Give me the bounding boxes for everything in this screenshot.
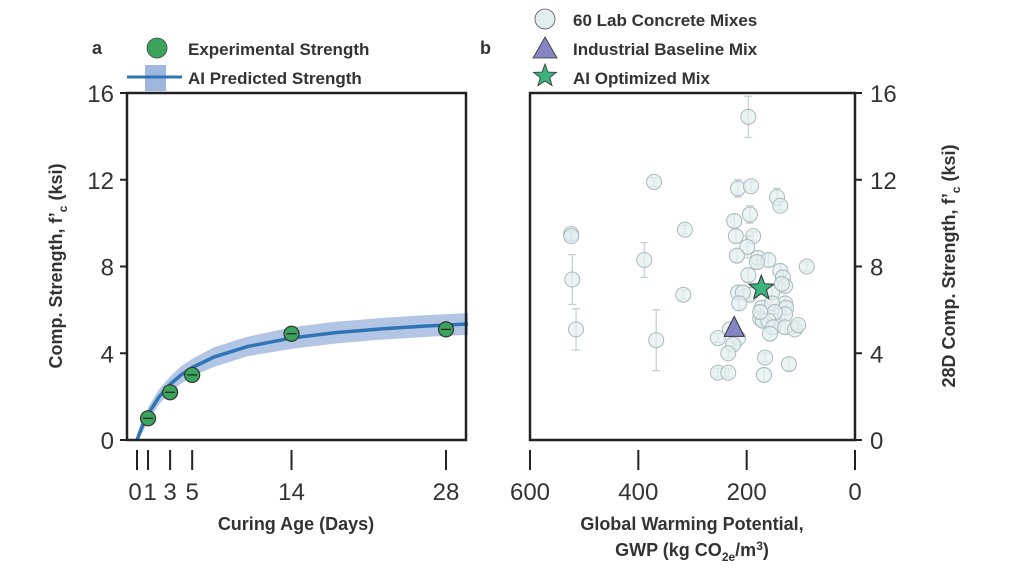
panel-b-plot: 0 4 8 12 16 600 400 200 0 — [510, 81, 897, 506]
lab-mix-point — [773, 275, 790, 292]
x-tick-label: 0 — [848, 479, 861, 506]
legend-lab: 60 Lab Concrete Mixes — [573, 11, 757, 30]
lab-mix-point — [731, 295, 748, 312]
legend-baseline-marker — [532, 36, 558, 59]
y-tick-label: 16 — [870, 81, 897, 108]
x-tick-label: 28 — [433, 479, 460, 506]
y-tick-label: 0 — [101, 428, 114, 455]
y-tick-label: 4 — [101, 341, 114, 368]
y-tick-label: 8 — [101, 255, 114, 282]
legend-lab-marker — [534, 8, 556, 30]
lab-mix-point — [646, 173, 663, 190]
lab-mix-point — [563, 228, 580, 245]
lab-mix-point — [720, 364, 737, 381]
ai-optimized-marker — [747, 273, 776, 300]
y-tick-label: 8 — [870, 255, 883, 282]
x-tick-label: 14 — [278, 479, 305, 506]
panel-a-frame — [125, 91, 468, 442]
lab-mix-point — [675, 286, 692, 303]
lab-mix-point — [798, 258, 815, 275]
lab-mix-point — [743, 178, 759, 195]
lab-mix-point — [720, 345, 737, 362]
legend-optimized-marker — [532, 62, 558, 87]
lab-mix-point — [772, 197, 789, 214]
y-tick-label: 12 — [87, 168, 114, 195]
lab-mix-point — [726, 212, 743, 229]
panel-b-ylabel: 28D Comp. Strength, f’c (ksi) — [939, 144, 963, 387]
legend-optimized: AI Optimized Mix — [573, 69, 711, 88]
lab-mix-point — [761, 325, 778, 342]
legend-predicted: AI Predicted Strength — [188, 69, 362, 88]
y-tick-label: 12 — [870, 168, 897, 195]
lab-mix-point — [748, 254, 765, 271]
industrial-baseline-marker — [723, 315, 746, 337]
panel-a-label: a — [92, 38, 103, 58]
legend-baseline: Industrial Baseline Mix — [573, 40, 758, 59]
y-tick-label: 0 — [870, 428, 883, 455]
panel-b-label: b — [480, 38, 491, 58]
lab-mix-point — [568, 321, 585, 338]
lab-mix-point — [740, 267, 757, 284]
y-tick-label: 16 — [87, 81, 114, 108]
legend-experimental: Experimental Strength — [188, 40, 369, 59]
x-tick-label: 400 — [618, 479, 658, 506]
lab-mix-point — [780, 356, 797, 373]
lab-mix-point — [741, 206, 758, 223]
x-tick-label: 600 — [510, 479, 550, 506]
lab-mix-point — [757, 349, 774, 366]
lab-mix-point — [728, 247, 745, 264]
lab-mix-point — [752, 304, 769, 321]
legend-experimental-marker — [146, 37, 168, 59]
panel-a-ylabel: Comp. Strength, f’c (ksi) — [46, 163, 70, 368]
lab-mix-point — [648, 332, 665, 349]
panel-b: b 60 Lab Concrete Mixes Industrial Basel… — [480, 8, 963, 564]
lab-mix-point — [790, 317, 807, 334]
lab-mix-point — [740, 108, 757, 125]
panel-a: a Experimental Strength AI Predicted Str… — [46, 37, 469, 534]
lab-mix-point — [730, 180, 746, 197]
lab-mix-point — [727, 228, 744, 245]
x-tick-label: 3 — [163, 479, 176, 506]
panel-b-xlabel-line2: GWP (kg CO2e/m3) — [615, 539, 769, 564]
lab-mix-point — [676, 221, 693, 238]
panel-a-xlabel: Curing Age (Days) — [218, 514, 374, 534]
x-tick-label: 0 — [128, 479, 141, 506]
x-tick-label: 5 — [185, 479, 198, 506]
lab-mix-point — [564, 271, 581, 288]
y-tick-label: 4 — [870, 341, 883, 368]
lab-mix-point — [756, 366, 772, 383]
panel-b-xlabel-line1: Global Warming Potential, — [580, 514, 803, 534]
x-tick-label: 200 — [727, 479, 767, 506]
lab-mix-point — [709, 330, 726, 347]
panel-b-frame — [528, 91, 857, 442]
x-tick-label: 1 — [143, 479, 156, 506]
lab-mix-point — [739, 238, 756, 255]
legend-star — [532, 62, 558, 87]
lab-mix-point — [636, 251, 653, 268]
